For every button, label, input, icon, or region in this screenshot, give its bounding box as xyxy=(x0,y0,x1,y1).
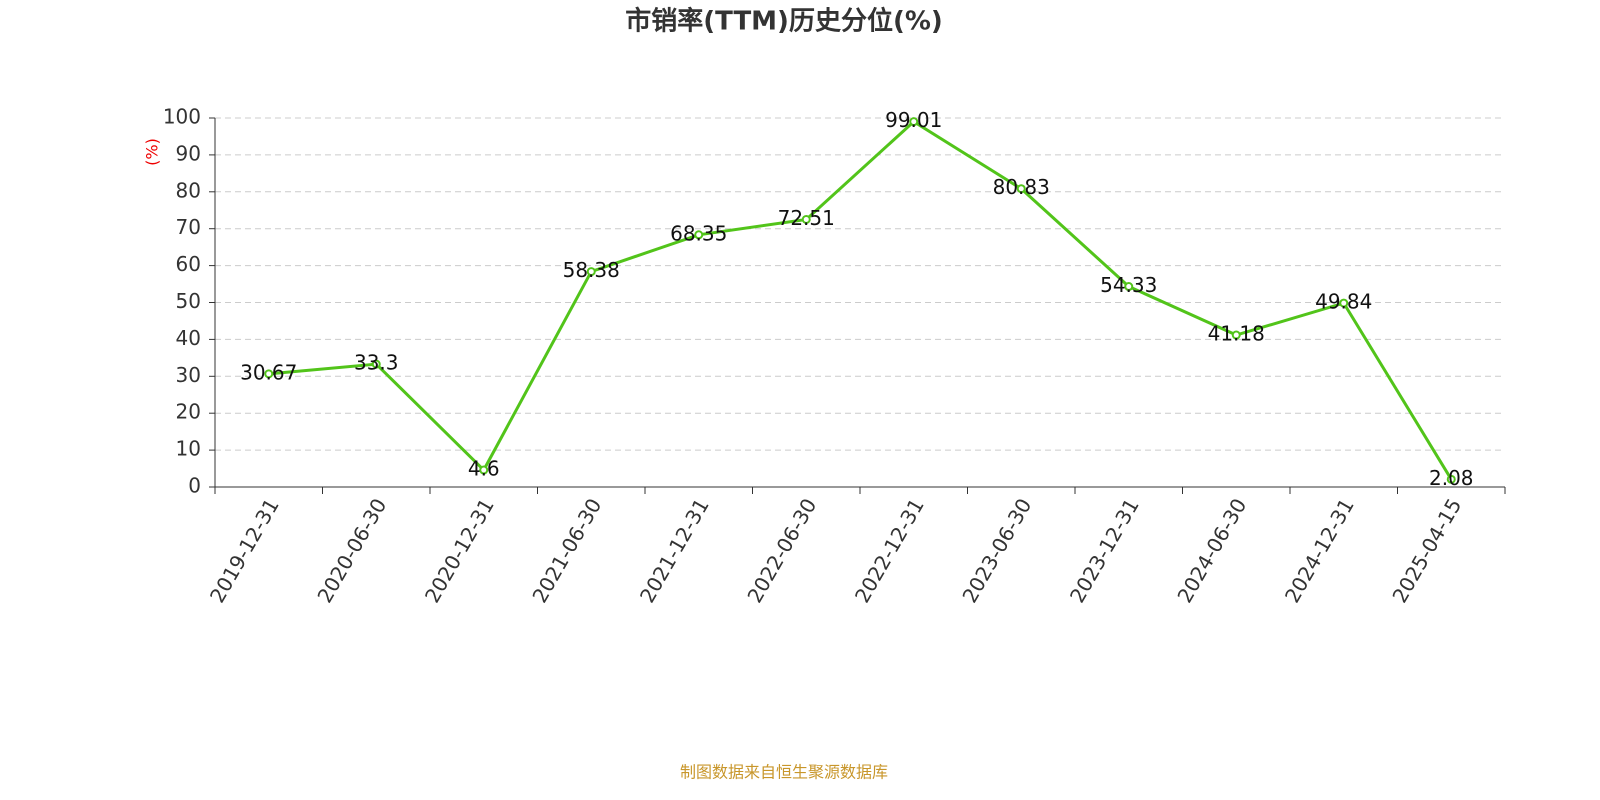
footer: 制图数据来自恒生聚源数据库 xyxy=(680,763,888,782)
y-tick-label: 10 xyxy=(176,437,201,461)
x-tick-label: 2020-12-31 xyxy=(420,494,499,607)
y-tick-label: 0 xyxy=(188,474,201,498)
x-tick-label: 2020-06-30 xyxy=(312,494,391,607)
x-tick-label: 2021-12-31 xyxy=(635,494,714,607)
data-label: 2.08 xyxy=(1429,466,1474,490)
point xyxy=(909,117,919,127)
y-tick-label: 60 xyxy=(176,252,201,276)
x-tick-label: 2023-12-31 xyxy=(1065,494,1144,607)
point xyxy=(1016,184,1026,194)
data-label: 54.33 xyxy=(1100,273,1157,297)
data-label: 99.01 xyxy=(885,108,942,132)
y-tick-label: 80 xyxy=(176,178,201,202)
x-tick-label: 2025-04-15 xyxy=(1387,494,1466,607)
y-tick-label: 90 xyxy=(176,141,201,165)
point xyxy=(264,369,274,379)
data-label: 49.84 xyxy=(1315,290,1372,314)
point xyxy=(694,230,704,240)
y-tick-label: 70 xyxy=(176,215,201,239)
data-label: 41.18 xyxy=(1208,322,1265,346)
data-label: 4.6 xyxy=(468,457,500,481)
x-tick-label: 2021-06-30 xyxy=(527,494,606,607)
data-label: 30.67 xyxy=(240,360,297,384)
point xyxy=(586,267,596,277)
chart-title: 市销率(TTM)历史分位(%) xyxy=(625,6,943,37)
y-axis-label: (%) xyxy=(143,138,162,166)
y-tick-label: 20 xyxy=(176,400,201,424)
point xyxy=(1231,330,1241,340)
point xyxy=(371,359,381,369)
point xyxy=(1446,474,1456,484)
y-tick-label: 50 xyxy=(176,289,201,313)
data-label: 68.35 xyxy=(670,221,727,245)
point xyxy=(1124,282,1134,292)
point xyxy=(801,214,811,224)
data-label: 72.51 xyxy=(778,206,835,230)
data-label: 58.38 xyxy=(563,258,620,282)
data-label: 33.3 xyxy=(354,351,399,375)
y-tick-label: 40 xyxy=(176,326,201,350)
y-tick-label: 100 xyxy=(163,105,201,129)
x-tick-label: 2024-06-30 xyxy=(1172,494,1251,607)
point xyxy=(1339,298,1349,308)
x-tick-label: 2022-12-31 xyxy=(850,494,929,607)
y-tick-label: 30 xyxy=(176,363,201,387)
x-tick-label: 2023-06-30 xyxy=(957,494,1036,607)
data-label: 80.83 xyxy=(993,175,1050,199)
point xyxy=(479,465,489,475)
x-tick-label: 2022-06-30 xyxy=(742,494,821,607)
x-tick-label: 2024-12-31 xyxy=(1280,494,1359,607)
x-tick-label: 2019-12-31 xyxy=(205,494,284,607)
line xyxy=(268,119,1453,481)
